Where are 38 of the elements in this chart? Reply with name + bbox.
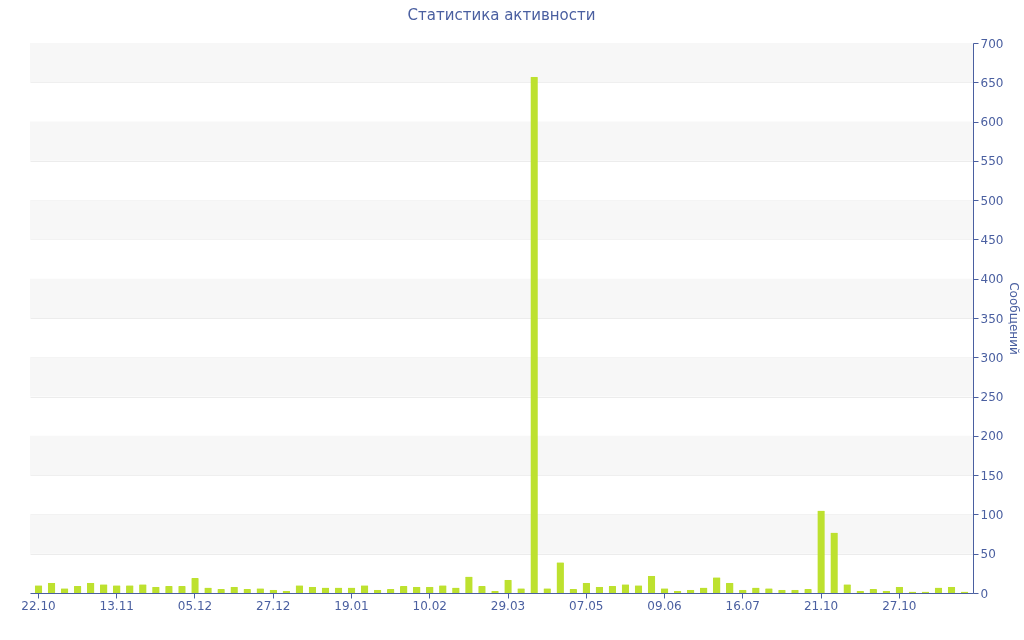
x-tick-label: 19.01 xyxy=(334,598,369,613)
x-tick-label: 07.05 xyxy=(569,598,604,613)
x-tick-label: 05.12 xyxy=(177,598,213,613)
bar xyxy=(725,582,734,593)
chart-title: Статистика активности xyxy=(407,6,596,24)
bar xyxy=(608,585,617,593)
x-tick-label: 21.10 xyxy=(803,598,839,613)
bar xyxy=(647,575,656,593)
x-tick-label: 16.07 xyxy=(725,598,760,613)
bar xyxy=(73,585,82,593)
x-tick-label: 13.11 xyxy=(99,598,134,613)
x-tick-label: 09.06 xyxy=(647,598,682,613)
y-tick-label: 250 xyxy=(980,390,1004,405)
bar xyxy=(582,582,591,593)
y-tick-label: 350 xyxy=(980,311,1004,326)
x-tick-label: 27.12 xyxy=(256,598,291,613)
y-tick-label: 0 xyxy=(980,586,989,601)
bar xyxy=(47,582,56,593)
y-tick-label: 650 xyxy=(980,75,1004,90)
bar xyxy=(386,589,395,593)
y-tick-label: 50 xyxy=(980,547,996,562)
bar xyxy=(86,582,95,593)
y-tick-label: 150 xyxy=(980,468,1004,483)
y-tick-label: 300 xyxy=(980,350,1004,365)
y-tick-label: 550 xyxy=(980,154,1004,169)
y-tick-label: 100 xyxy=(980,507,1004,522)
y-tick-label: 500 xyxy=(980,193,1004,208)
y-tick-label: 450 xyxy=(980,232,1004,247)
y-tick-label: 400 xyxy=(980,272,1004,287)
x-tick-label: 27.10 xyxy=(882,598,917,613)
bar xyxy=(399,585,408,593)
x-tick-label: 10.02 xyxy=(412,598,447,613)
y-tick-label: 600 xyxy=(980,115,1004,130)
y-axis-title: Сообщений xyxy=(1007,282,1022,355)
x-tick-label: 22.10 xyxy=(21,598,56,613)
y-tick-label: 200 xyxy=(980,429,1004,444)
x-tick-label: 29.03 xyxy=(490,598,526,613)
y-tick-label: 700 xyxy=(980,36,1004,51)
